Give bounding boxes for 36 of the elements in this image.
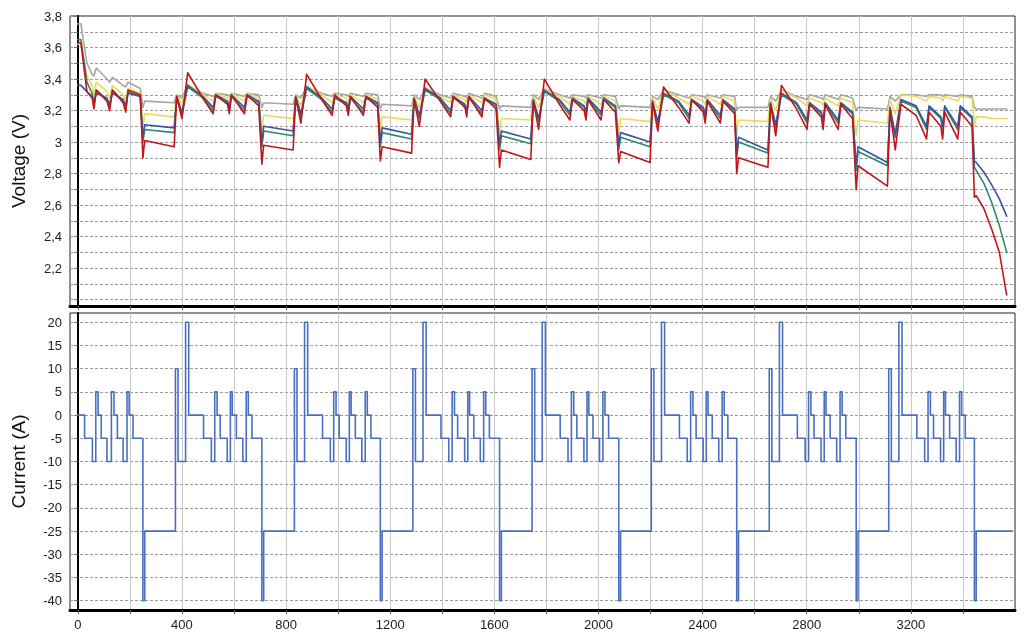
x-tick-label: 1200: [375, 617, 405, 632]
y-axis-title: Voltage (V): [8, 114, 29, 208]
x-tick-label: 0: [74, 617, 82, 632]
y-tick-label: -5: [50, 430, 62, 446]
y-tick-label: 2,4: [43, 229, 62, 245]
y-tick-label: 5: [54, 384, 62, 400]
y-tick-label: -40: [43, 593, 62, 609]
y-tick-label: 0: [54, 407, 62, 423]
y-tick-label: -30: [43, 546, 62, 562]
y-tick-label: -15: [43, 477, 62, 493]
y-tick-label: 15: [47, 337, 62, 353]
y-axis-title: Current (A): [8, 414, 29, 509]
x-tick-label: 400: [171, 617, 193, 632]
x-tick-label: 800: [275, 617, 297, 632]
y-tick-label: 3,2: [43, 103, 62, 119]
y-tick-label: -20: [43, 500, 62, 516]
y-tick-label: 3,6: [43, 40, 62, 56]
line-series: [77, 43, 1008, 137]
line-series: [77, 84, 1008, 217]
x-tick-label: 2000: [584, 617, 613, 632]
y-tick-label: -35: [43, 570, 62, 586]
y-tick-label: 3,4: [43, 71, 62, 87]
y-tick-label: -25: [43, 523, 62, 539]
line-series: [77, 41, 1008, 296]
y-tick-label: 2,6: [43, 197, 62, 213]
y-tick-label: 10: [47, 361, 62, 377]
x-tick-label: 3200: [896, 617, 926, 632]
y-tick-label: 3,8: [43, 8, 62, 24]
y-tick-label: 2,2: [43, 260, 62, 276]
x-tick-label: 2800: [792, 617, 822, 632]
x-tick-label: 2400: [688, 617, 718, 632]
y-tick-label: 20: [47, 314, 62, 330]
y-tick-label: 3: [54, 134, 62, 150]
y-tick-label: 2,8: [43, 166, 62, 182]
y-tick-label: -10: [43, 454, 62, 469]
x-tick-label: 1600: [479, 617, 509, 632]
